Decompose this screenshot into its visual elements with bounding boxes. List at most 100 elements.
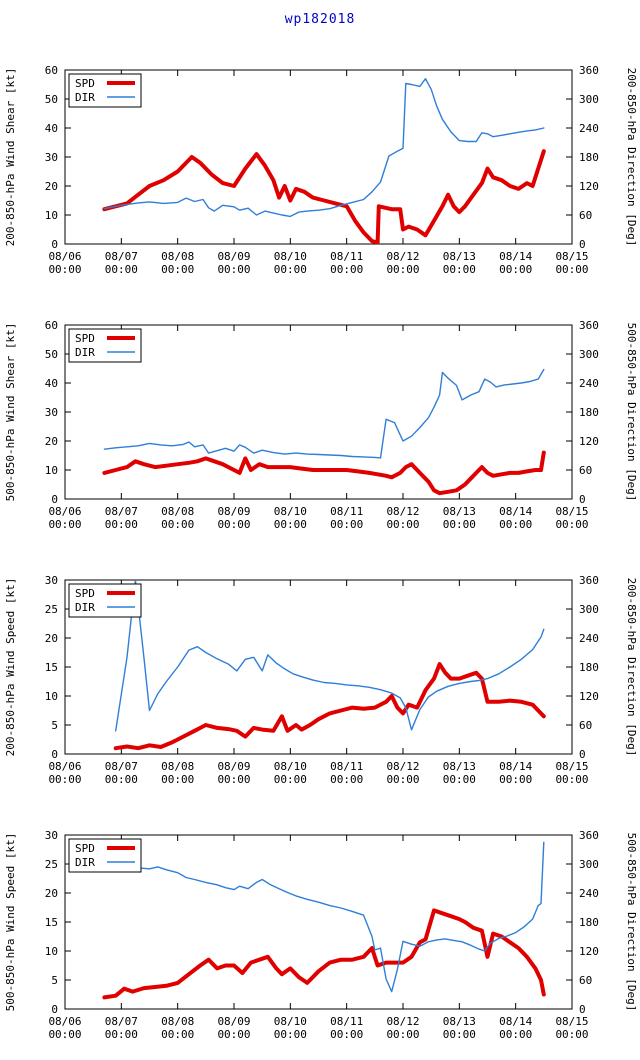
y-left-tick-label: 5 — [51, 719, 58, 732]
x-tick-date-label: 08/07 — [105, 250, 138, 263]
spd-series-line — [102, 149, 546, 244]
x-tick-time-label: 00:00 — [499, 1028, 532, 1041]
y-left-axis-title: 500-850-hPa Wind Speed [kt] — [4, 833, 17, 1012]
y-left-tick-label: 0 — [51, 748, 58, 761]
x-tick-time-label: 00:00 — [555, 773, 588, 786]
y-left-tick-label: 10 — [45, 464, 58, 477]
x-tick-date-label: 08/14 — [499, 505, 532, 518]
x-tick-time-label: 00:00 — [330, 263, 363, 276]
x-tick-date-label: 08/10 — [274, 1015, 307, 1028]
y-right-tick-label: 300 — [579, 93, 599, 106]
x-tick-time-label: 00:00 — [105, 773, 138, 786]
x-tick-date-label: 08/14 — [499, 250, 532, 263]
x-tick-time-label: 00:00 — [499, 773, 532, 786]
legend-box — [68, 73, 142, 108]
x-tick-date-label: 08/12 — [386, 1015, 419, 1028]
x-tick-time-label: 00:00 — [48, 263, 81, 276]
x-tick-time-label: 00:00 — [386, 263, 419, 276]
chart-500-850-wind-shear: 08/06 00:00 08/07 00:00 08/08 00:00 08/09 00:00… — [0, 295, 640, 550]
x-tick-time-label: 00:00 — [386, 1028, 419, 1041]
x-tick-time-label: 00:00 — [274, 263, 307, 276]
x-tick-time-label: 00:00 — [443, 1028, 476, 1041]
y-right-tick-label: 360 — [579, 574, 599, 587]
y-left-tick-label: 40 — [45, 122, 58, 135]
x-tick-date-label: 08/07 — [105, 760, 138, 773]
y-right-tick-label: 240 — [579, 122, 599, 135]
legend-label-spd: SPD — [75, 587, 95, 600]
x-tick-time-label: 00:00 — [330, 773, 363, 786]
y-left-tick-label: 20 — [45, 435, 58, 448]
y-left-tick-label: 15 — [45, 916, 58, 929]
legend-label-dir: DIR — [75, 601, 95, 614]
y-left-tick-label: 25 — [45, 603, 58, 616]
x-tick-date-label: 08/13 — [443, 760, 476, 773]
y-right-tick-label: 300 — [579, 603, 599, 616]
y-left-tick-label: 20 — [45, 632, 58, 645]
x-tick-date-label: 08/11 — [330, 505, 363, 518]
y-left-tick-label: 50 — [45, 93, 58, 106]
y-right-tick-label: 360 — [579, 64, 599, 77]
y-right-axis-title: 500-850-hPa Direction [Deg] — [625, 833, 638, 1012]
x-tick-date-label: 08/09 — [217, 505, 250, 518]
x-tick-date-label: 08/09 — [217, 760, 250, 773]
y-left-tick-label: 30 — [45, 151, 58, 164]
y-right-tick-label: 0 — [579, 493, 586, 506]
plot-title: wp182018 — [284, 12, 356, 27]
x-tick-time-label: 00:00 — [274, 1028, 307, 1041]
x-tick-date-label: 08/13 — [443, 250, 476, 263]
y-left-tick-label: 15 — [45, 661, 58, 674]
x-tick-time-label: 00:00 — [48, 518, 81, 531]
spd-series-line — [113, 662, 546, 751]
x-tick-date-label: 08/06 — [48, 760, 81, 773]
y-left-axis-title: 200-850-hPa Wind Shear [kt] — [4, 68, 17, 247]
x-tick-time-label: 00:00 — [217, 773, 250, 786]
y-right-tick-label: 60 — [579, 464, 592, 477]
y-right-tick-label: 180 — [579, 916, 599, 929]
y-right-axis-title: 200-850-hPa Direction [Deg] — [625, 578, 638, 757]
y-left-tick-label: 50 — [45, 348, 58, 361]
x-tick-time-label: 00:00 — [555, 518, 588, 531]
chart-svg: 08/0600:0008/0700:0008/0800:0008/0900:00… — [4, 64, 638, 276]
y-right-tick-label: 0 — [579, 1003, 586, 1016]
y-right-tick-label: 120 — [579, 435, 599, 448]
y-right-tick-label: 180 — [579, 151, 599, 164]
legend-label-dir: DIR — [75, 856, 95, 869]
y-right-tick-label: 120 — [579, 180, 599, 193]
x-tick-date-label: 08/06 — [48, 505, 81, 518]
x-tick-date-label: 08/15 — [555, 1015, 588, 1028]
x-tick-date-label: 08/10 — [274, 760, 307, 773]
y-right-tick-label: 360 — [579, 829, 599, 842]
y-right-tick-label: 240 — [579, 887, 599, 900]
x-tick-time-label: 00:00 — [161, 1028, 194, 1041]
y-left-tick-label: 30 — [45, 406, 58, 419]
x-tick-date-label: 08/13 — [443, 505, 476, 518]
y-left-tick-label: 10 — [45, 690, 58, 703]
x-tick-time-label: 00:00 — [330, 1028, 363, 1041]
x-tick-time-label: 00:00 — [443, 773, 476, 786]
y-right-tick-label: 240 — [579, 632, 599, 645]
x-tick-time-label: 00:00 — [386, 773, 419, 786]
legend-label-dir: DIR — [75, 346, 95, 359]
dir-series-line — [103, 78, 545, 218]
x-tick-time-label: 00:00 — [555, 1028, 588, 1041]
x-tick-time-label: 00:00 — [161, 518, 194, 531]
x-tick-time-label: 00:00 — [105, 263, 138, 276]
x-tick-date-label: 08/10 — [274, 250, 307, 263]
x-tick-date-label: 08/06 — [48, 250, 81, 263]
charts-container: 08/06 00:00 08/07 00:00 08/08 00:00 08/09 00:00… — [0, 40, 640, 1060]
x-tick-date-label: 08/08 — [161, 250, 194, 263]
y-left-tick-label: 20 — [45, 180, 58, 193]
y-right-tick-label: 0 — [579, 238, 586, 251]
x-tick-time-label: 00:00 — [161, 773, 194, 786]
y-left-tick-label: 60 — [45, 319, 58, 332]
y-left-tick-label: 30 — [45, 829, 58, 842]
y-left-tick-label: 5 — [51, 974, 58, 987]
y-right-tick-label: 180 — [579, 661, 599, 674]
y-left-tick-label: 0 — [51, 1003, 58, 1016]
chart-200-850-wind-speed: 08/06 00:00 08/07 00:00 08/08 00:00 08/09 00:00… — [0, 550, 640, 805]
x-tick-time-label: 00:00 — [443, 263, 476, 276]
legend-label-dir: DIR — [75, 91, 95, 104]
x-tick-date-label: 08/12 — [386, 505, 419, 518]
x-tick-time-label: 00:00 — [217, 1028, 250, 1041]
y-right-axis-title: 200-850-hPa Direction [Deg] — [625, 68, 638, 247]
